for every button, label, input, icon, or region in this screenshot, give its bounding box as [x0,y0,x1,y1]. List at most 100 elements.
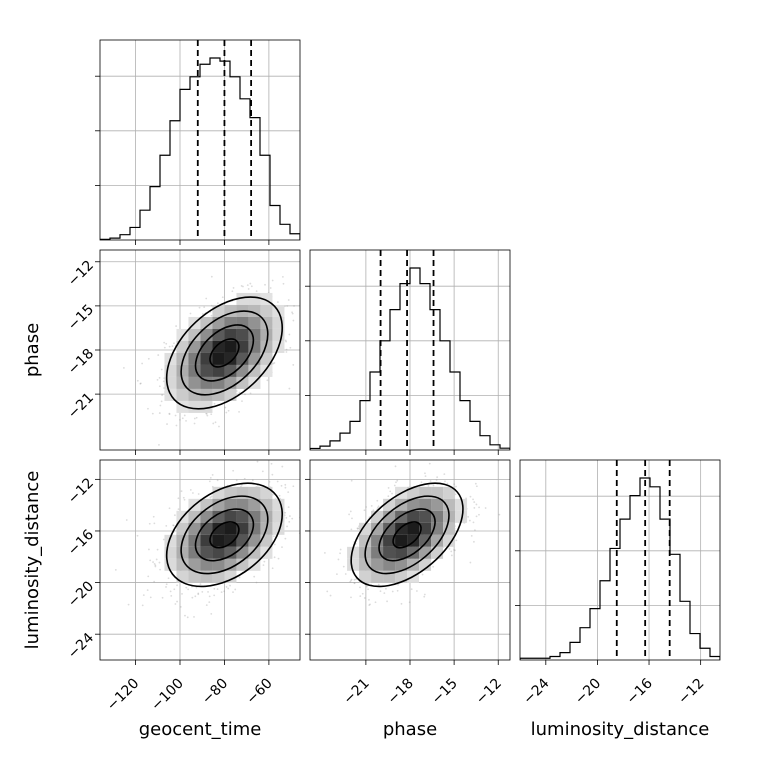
scatter-point [446,482,449,485]
density-cell [176,522,189,535]
scatter-point [158,561,161,564]
contour-1.5σ [180,310,269,396]
scatter-point [125,519,128,521]
histogram-step-phase [310,267,510,450]
scatter-point [284,483,287,486]
scatter-point [248,456,250,458]
scatter-point [255,290,258,293]
density-cell [224,340,237,353]
scatter-point [353,582,356,584]
scatter-point [192,492,194,494]
scatter-point [468,519,471,522]
scatter-point [158,412,161,414]
scatter-point [276,480,279,483]
contour-2σ [350,482,464,588]
scatter-point [162,538,165,541]
scatter-point [273,556,276,559]
density-cell [371,558,384,571]
x-tick-label-geocent_time: −60 [244,676,276,708]
panel-content [310,460,510,660]
scatter-point [205,604,208,606]
contour-1.5σ [180,495,269,575]
scatter-point [383,592,386,595]
density-cell [224,546,237,559]
scatter-point [367,582,370,585]
scatter-point [350,578,353,581]
scatter-point [152,515,155,518]
contour-1σ [194,508,255,562]
scatter-point [387,495,390,498]
density-cell [224,364,237,377]
scatter-point [339,548,342,551]
scatter-point [428,462,431,465]
scatter-point [261,470,264,473]
y-axis-label-phase: phase [22,323,43,377]
density-cell [347,546,360,559]
scatter-point [348,513,350,516]
scatter-point [195,416,198,419]
scatter-point [213,594,216,597]
scatter-point [176,600,178,603]
panel-frame [99,39,301,241]
density-cell [188,534,201,547]
density-cell [260,534,273,547]
scatter-point [368,598,370,601]
scatter-point [379,590,382,593]
scatter-point [292,485,295,488]
contour-2σ [165,482,284,588]
density-cell [248,316,261,329]
scatter-point [455,539,458,542]
scatter-point [151,412,154,415]
density-cell [395,558,408,571]
density-cell [236,498,249,511]
scatter-point [171,345,174,348]
scatter-point [303,513,305,515]
scatter-point [157,354,160,356]
scatter-point [370,504,373,507]
density-cell [248,364,261,377]
scatter-point [262,564,265,567]
scatter-point [221,296,224,299]
scatter-point [473,506,476,509]
density-cell [383,498,396,511]
density-cell [248,510,261,523]
histogram-panel-phase [305,249,511,455]
scatter-point [377,505,380,508]
scatter-point [470,534,473,537]
density-cell [347,558,360,571]
scatter-point [498,513,501,516]
scatter-point [271,279,274,282]
density-cell [212,364,225,377]
scatter-point [450,554,453,557]
scatter-point [391,492,393,495]
x-tick-label-phase: −18 [385,676,417,708]
scatter-point [161,394,164,397]
density-cell [359,570,372,583]
y-axis-label-luminosity_distance: luminosity_distance [22,471,43,650]
density-cell [200,316,213,329]
scatter-panel-geocent_time-vs-phase: −21 −18 −15 −12 [65,249,301,455]
scatter-point [218,425,220,428]
density-cell [407,510,420,523]
density-cell [260,304,273,317]
scatter-point [356,527,359,530]
scatter-point [372,509,375,512]
scatter-point [387,487,390,489]
scatter-point [276,301,279,303]
scatter-point [444,480,446,483]
scatter-point [179,418,181,421]
scatter-point [243,477,246,480]
scatter-point [225,411,228,414]
density-cell [383,546,396,559]
scatter-point [291,312,294,315]
scatter-point [163,346,166,349]
density-cell [224,352,237,365]
scatter-point [389,490,392,493]
scatter-point [467,515,470,518]
scatter-point [292,319,295,322]
density-cell [407,486,420,499]
scatter-point [475,485,478,488]
y-tick-label-luminosity_distance: −20 [65,578,97,610]
scatter-point [448,548,451,550]
scatter-point [177,497,180,500]
